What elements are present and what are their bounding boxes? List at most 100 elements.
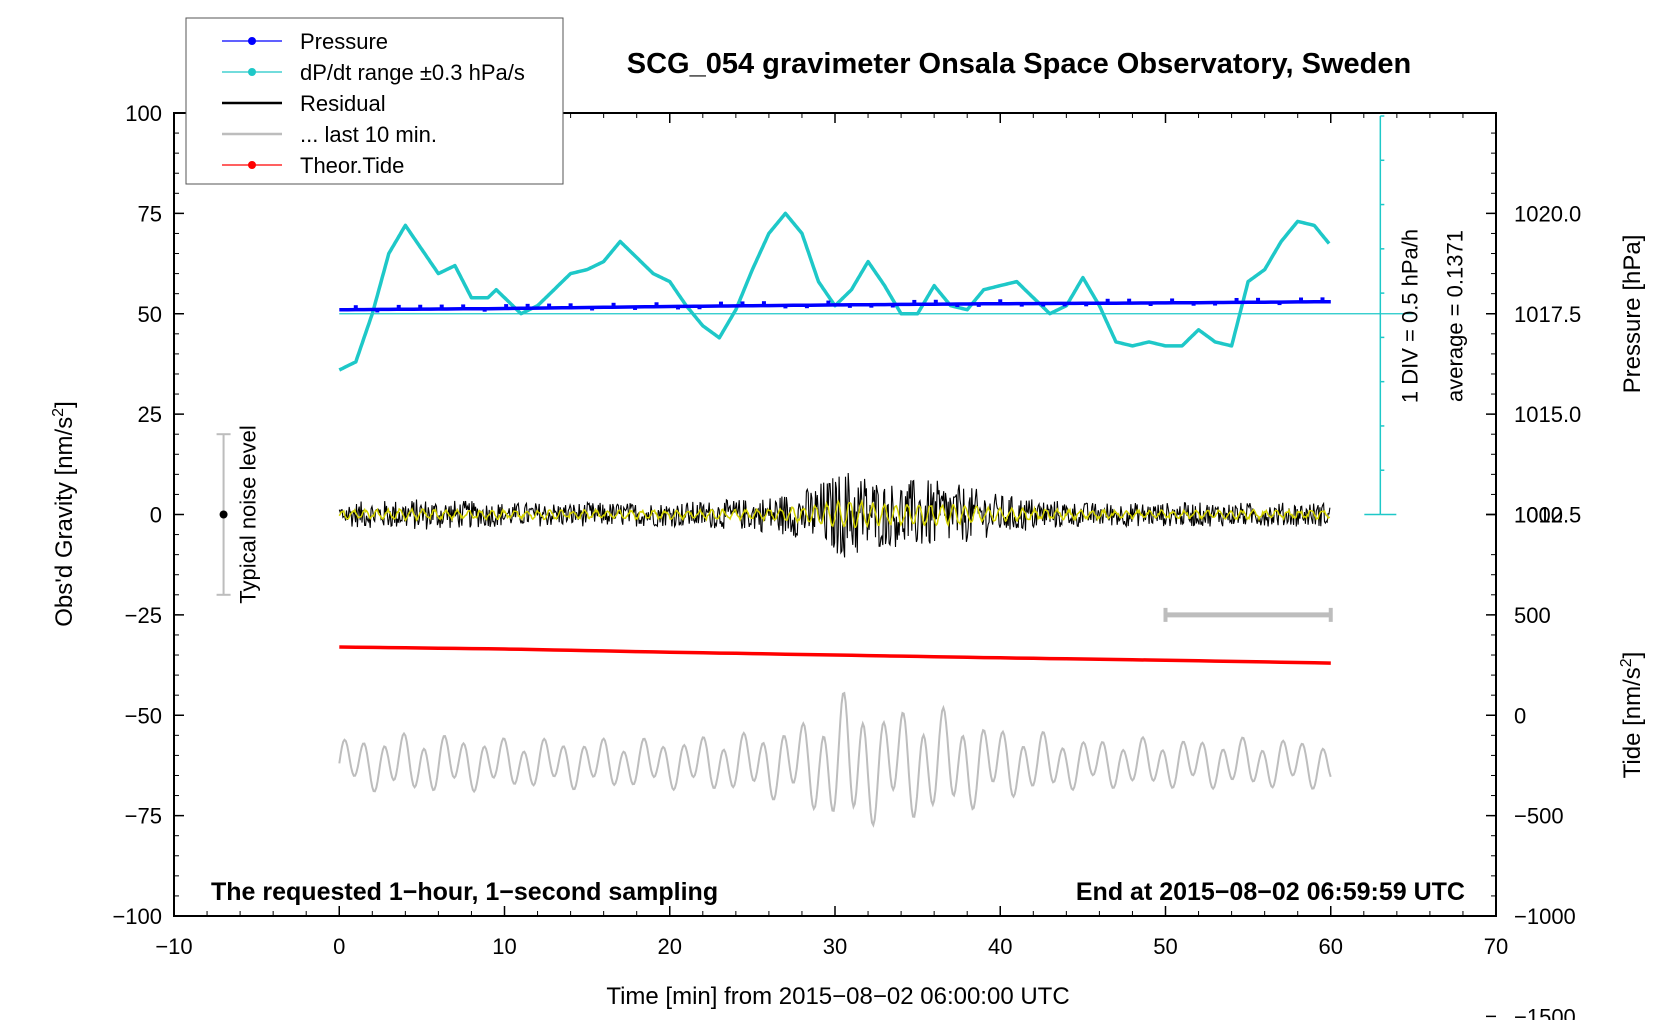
x-tick-label: 60	[1319, 934, 1343, 959]
pressure-marker	[761, 301, 766, 305]
noise-bar-center	[219, 510, 228, 519]
y-tick-label: −100	[112, 904, 162, 929]
pressure-marker	[525, 303, 530, 307]
y-tick-label: 50	[138, 302, 162, 327]
residual-line	[338, 472, 1331, 558]
pressure-marker	[1256, 297, 1261, 301]
pressure-marker	[590, 307, 595, 311]
pressure-marker	[1019, 303, 1024, 307]
y-tick-label: −25	[125, 603, 162, 628]
pressure-marker	[826, 300, 831, 304]
legend-marker	[248, 161, 256, 169]
y-tick-label: 75	[138, 201, 162, 226]
x-axis-label: Time [min] from 2015−08−02 06:00:00 UTC	[606, 983, 1069, 1010]
pressure-marker	[1041, 303, 1046, 307]
pressure-marker	[439, 304, 444, 308]
pressure-marker	[504, 304, 509, 308]
pressure-tick-label: 1017.5	[1514, 302, 1581, 327]
legend-label: ... last 10 min.	[300, 122, 437, 147]
dpdt-line	[338, 211, 1331, 372]
pressure-marker	[1127, 298, 1132, 302]
y-tick-label: −50	[125, 703, 162, 728]
pressure-marker	[418, 304, 423, 308]
pressure-marker	[847, 304, 852, 308]
pressure-marker	[1277, 302, 1282, 306]
pressure-marker	[547, 303, 552, 307]
pressure-marker	[1062, 303, 1067, 307]
legend-label: Pressure	[300, 29, 388, 54]
pressure-marker	[976, 303, 981, 307]
pressure-marker	[740, 301, 745, 305]
pressure-marker	[890, 304, 895, 308]
pressure-marker	[1213, 302, 1218, 306]
pressure-marker	[482, 308, 487, 312]
pressure-marker	[396, 304, 401, 308]
pressure-line	[339, 299, 1331, 312]
pressure-marker	[633, 306, 638, 310]
pressure-marker	[1170, 298, 1175, 302]
y-tick-label: 100	[125, 101, 162, 126]
pressure-marker	[804, 305, 809, 309]
y-axis-label-left: Obs'd Gravity [nm/s2]	[50, 401, 78, 627]
pressure-marker	[933, 299, 938, 303]
pressure-marker	[783, 305, 788, 309]
y-axis-label-pressure: Pressure [hPa]	[1619, 235, 1646, 394]
legend-marker	[248, 37, 256, 45]
pressure-marker	[912, 299, 917, 303]
pressure-marker	[1234, 297, 1239, 301]
pressure-marker	[676, 306, 681, 310]
x-tick-label: 10	[492, 934, 516, 959]
tide-tick-label: −1000	[1514, 904, 1576, 929]
legend-label: Residual	[300, 91, 386, 116]
chart-title: SCG_054 gravimeter Onsala Space Observat…	[627, 48, 1411, 80]
pressure-marker	[654, 302, 659, 306]
pressure-marker	[1320, 297, 1325, 301]
legend-label: Theor.Tide	[300, 153, 404, 178]
pressure-tick-label: 1015.0	[1514, 402, 1581, 427]
x-tick-label: 40	[988, 934, 1012, 959]
x-tick-label: 50	[1153, 934, 1177, 959]
x-tick-label: 0	[333, 934, 345, 959]
tide-tick-label: 0	[1514, 703, 1526, 728]
footer-right: End at 2015−08−02 06:59:59 UTC	[1076, 878, 1465, 906]
pressure-marker	[955, 304, 960, 308]
tide-line	[339, 645, 1331, 665]
pressure-marker	[353, 305, 358, 309]
pressure-marker	[998, 299, 1003, 303]
last10-line	[338, 691, 1332, 828]
pressure-tick-label: 1020.0	[1514, 201, 1581, 226]
pressure-marker	[697, 306, 702, 310]
y-axis-label-tide: Tide [nm/s2]	[1618, 652, 1646, 779]
pressure-average-label: average = 0.1371	[1442, 230, 1467, 402]
pressure-marker	[568, 303, 573, 307]
pressure-marker	[1084, 303, 1089, 307]
pressure-marker	[1191, 302, 1196, 306]
pressure-marker	[718, 301, 723, 305]
legend-label: dP/dt range ±0.3 hPa/s	[300, 60, 525, 85]
x-tick-label: 70	[1484, 934, 1508, 959]
pressure-marker	[1148, 302, 1153, 306]
footer-left: The requested 1−hour, 1−second sampling	[211, 878, 718, 906]
x-tick-label: 20	[658, 934, 682, 959]
legend-marker	[248, 68, 256, 76]
tide-tick-label: −500	[1514, 804, 1564, 829]
pressure-marker	[375, 309, 380, 313]
pressure-marker	[461, 304, 466, 308]
y-tick-label: 0	[150, 503, 162, 528]
pressure-scale-label: 1 DIV = 0.5 hPa/h	[1397, 229, 1422, 403]
pressure-marker	[1299, 297, 1304, 301]
x-tick-label: −10	[155, 934, 192, 959]
x-tick-label: 30	[823, 934, 847, 959]
tide-tick-label: 500	[1514, 603, 1551, 628]
pressure-marker	[869, 304, 874, 308]
tide-tick-label: 1000	[1514, 503, 1563, 528]
legend-box	[185, 17, 564, 185]
y-tick-label: 25	[138, 402, 162, 427]
pressure-marker	[611, 302, 616, 306]
residual-filtered-line	[338, 498, 1331, 529]
pressure-marker	[1105, 298, 1110, 302]
pressure-tick-label: 1012.5	[1514, 503, 1581, 528]
tide-tick-label: −1500	[1514, 1004, 1576, 1020]
noise-bar-label: Typical noise level	[236, 425, 261, 604]
